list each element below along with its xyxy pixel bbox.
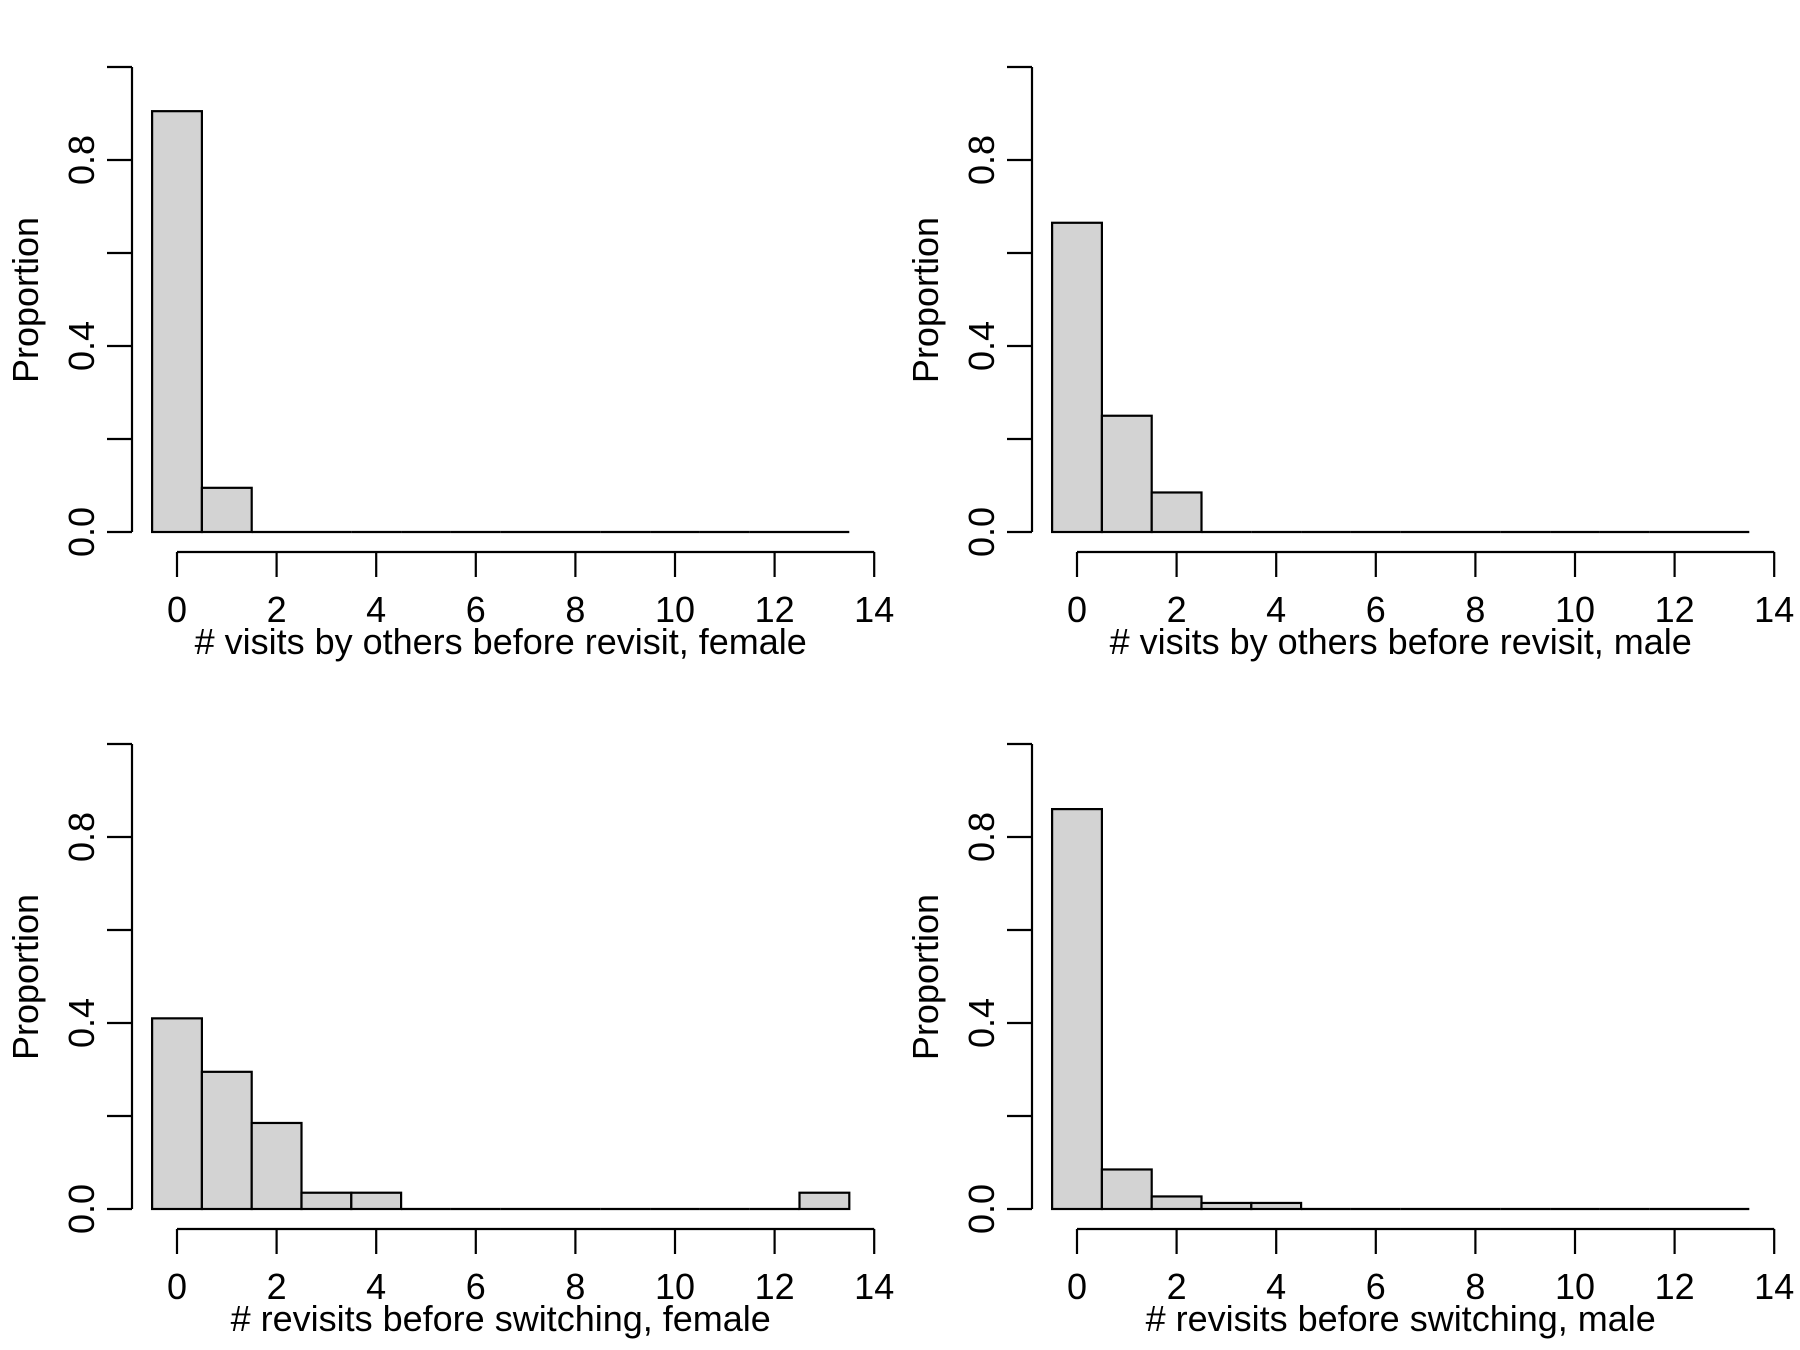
x-tick-label: 6 (1366, 1266, 1386, 1307)
histogram-bar (1100, 414, 1153, 534)
x-tick-label: 14 (1754, 1266, 1794, 1307)
x-tick-label: 4 (366, 589, 386, 630)
histogram-bar (350, 1191, 403, 1211)
x-tick-label: 14 (854, 1266, 894, 1307)
x-tick-label: 4 (1266, 589, 1286, 630)
x-tick-label: 12 (755, 589, 795, 630)
y-tick-label: 0.4 (961, 321, 1002, 371)
x-tick-label: 12 (1655, 589, 1695, 630)
x-tick-label: 6 (1366, 589, 1386, 630)
y-axis-label: Proportion (5, 217, 46, 383)
x-tick-label: 0 (1067, 589, 1087, 630)
x-tick-label: 4 (1266, 1266, 1286, 1307)
panel-top-left: 0.0 0.4 0.8 Proportion 0 2 4 6 8 10 12 14 # visits b… (5, 65, 894, 662)
x-tick-label: 2 (267, 589, 287, 630)
y-tick-label: 0.0 (61, 507, 102, 557)
x-axis-label: # visits by others before revisit, femal… (195, 621, 807, 662)
y-tick-label: 0.0 (961, 1184, 1002, 1234)
histogram-bar (200, 486, 253, 534)
histogram-bar (151, 1017, 204, 1211)
histogram-bar (1150, 1195, 1203, 1211)
y-tick-label: 0.8 (961, 135, 1002, 185)
histogram-bar (1250, 1201, 1303, 1211)
y-tick-label: 0.8 (961, 812, 1002, 862)
panel-bottom-right: 0.0 0.4 0.8 Proportion 0 2 4 6 8 10 12 14 # revisits… (905, 742, 1794, 1339)
histogram-bar (250, 1121, 303, 1211)
histogram-bar (1150, 491, 1203, 534)
x-tick-label: 10 (1555, 589, 1595, 630)
x-tick-label: 8 (1465, 1266, 1485, 1307)
histogram-bar (1050, 807, 1103, 1211)
panel-top-right: 0.0 0.4 0.8 Proportion 0 2 4 6 8 10 12 14 # visits b… (905, 65, 1794, 662)
x-tick-label: 12 (755, 1266, 795, 1307)
x-tick-label: 6 (466, 1266, 486, 1307)
x-axis-label: # revisits before switching, female (231, 1298, 771, 1339)
histogram-bar (1050, 221, 1103, 534)
x-tick-label: 2 (1167, 1266, 1187, 1307)
x-tick-label: 0 (1067, 1266, 1087, 1307)
x-tick-label: 8 (1465, 589, 1485, 630)
x-tick-label: 10 (1555, 1266, 1595, 1307)
y-tick-label: 0.4 (61, 998, 102, 1048)
histogram-bar (200, 1070, 253, 1211)
panel-bottom-left: 0.0 0.4 0.8 Proportion 0 2 4 6 8 10 12 14 # revisits… (5, 742, 894, 1339)
histogram-bar (1200, 1201, 1253, 1211)
x-tick-label: 8 (565, 589, 585, 630)
histogram-bar (300, 1191, 353, 1211)
x-tick-label: 2 (267, 1266, 287, 1307)
x-tick-label: 10 (655, 1266, 695, 1307)
histogram-bar (151, 110, 204, 534)
x-tick-label: 6 (466, 589, 486, 630)
y-axis-label: Proportion (905, 217, 946, 383)
y-tick-label: 0.4 (961, 998, 1002, 1048)
histogram-bar (798, 1191, 851, 1211)
y-tick-label: 0.4 (61, 321, 102, 371)
x-tick-label: 10 (655, 589, 695, 630)
x-tick-label: 0 (167, 1266, 187, 1307)
y-tick-label: 0.0 (61, 1184, 102, 1234)
y-tick-label: 0.8 (61, 812, 102, 862)
y-tick-label: 0.0 (961, 507, 1002, 557)
x-tick-label: 12 (1655, 1266, 1695, 1307)
x-tick-label: 8 (565, 1266, 585, 1307)
x-tick-label: 0 (167, 589, 187, 630)
x-tick-label: 2 (1167, 589, 1187, 630)
x-axis-label: # revisits before switching, male (1146, 1298, 1656, 1339)
y-axis-label: Proportion (5, 894, 46, 1060)
x-tick-label: 4 (366, 1266, 386, 1307)
y-axis-label: Proportion (905, 894, 946, 1060)
x-axis-label: # visits by others before revisit, male (1110, 621, 1692, 662)
x-tick-label: 14 (1754, 589, 1794, 630)
y-tick-label: 0.8 (61, 135, 102, 185)
histogram-bar (1100, 1168, 1153, 1211)
x-tick-label: 14 (854, 589, 894, 630)
